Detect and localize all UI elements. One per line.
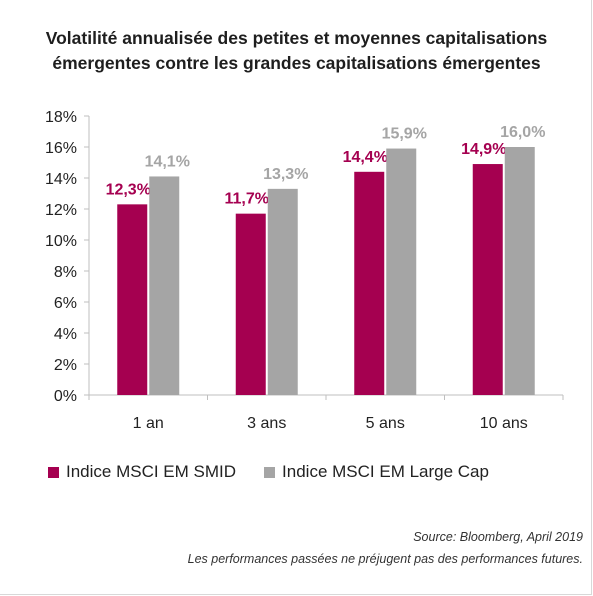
data-label-smid: 14,9% xyxy=(461,141,506,158)
y-tick-label: 16% xyxy=(45,140,77,157)
x-tick-label: 10 ans xyxy=(480,415,528,432)
legend-item-large: Indice MSCI EM Large Cap xyxy=(264,462,489,482)
bar-smid xyxy=(117,204,148,395)
y-tick-label: 18% xyxy=(45,109,77,126)
source-note: Source: Bloomberg, April 2019 xyxy=(413,530,583,544)
y-tick-label: 8% xyxy=(54,264,77,281)
y-tick-label: 14% xyxy=(45,171,77,188)
y-tick-label: 6% xyxy=(54,295,77,312)
bar-smid xyxy=(354,171,385,395)
data-label-large: 14,1% xyxy=(145,153,190,170)
chart-title-line-1: Volatilité annualisée des petites et moy… xyxy=(45,28,548,48)
y-tick-label: 2% xyxy=(54,357,77,374)
data-label-large: 16,0% xyxy=(500,124,545,141)
x-tick-label: 3 ans xyxy=(247,415,286,432)
x-tick-label: 1 an xyxy=(133,415,164,432)
bar-smid xyxy=(472,164,503,395)
legend-item-smid: Indice MSCI EM SMID xyxy=(48,462,236,482)
data-label-smid: 11,7% xyxy=(225,191,269,208)
disclaimer-note: Les performances passées ne préjugent pa… xyxy=(187,552,583,566)
x-tick-label: 5 ans xyxy=(366,415,405,432)
bar-large xyxy=(504,147,535,395)
bar-large xyxy=(267,188,298,395)
y-tick-label: 10% xyxy=(45,233,77,250)
y-tick-label: 4% xyxy=(54,326,77,343)
bar-smid xyxy=(235,213,266,395)
chart-title-line-2: émergentes contre les grandes capitalisa… xyxy=(52,53,541,73)
legend-label-large: Indice MSCI EM Large Cap xyxy=(282,462,489,481)
bar-large xyxy=(149,176,180,395)
data-label-large: 13,3% xyxy=(263,166,308,183)
bar-large xyxy=(386,148,417,395)
y-tick-label: 12% xyxy=(45,202,77,219)
legend-swatch-smid xyxy=(48,466,59,478)
legend-swatch-large xyxy=(264,466,276,478)
y-tick-label: 0% xyxy=(54,388,77,405)
data-label-large: 15,9% xyxy=(382,126,427,143)
legend-label-smid: Indice MSCI EM SMID xyxy=(66,462,237,481)
chart-legend: Indice MSCI EM SMID Indice MSCI EM Large… xyxy=(48,462,517,482)
data-label-smid: 14,4% xyxy=(343,149,388,166)
data-label-smid: 12,3% xyxy=(106,181,151,198)
